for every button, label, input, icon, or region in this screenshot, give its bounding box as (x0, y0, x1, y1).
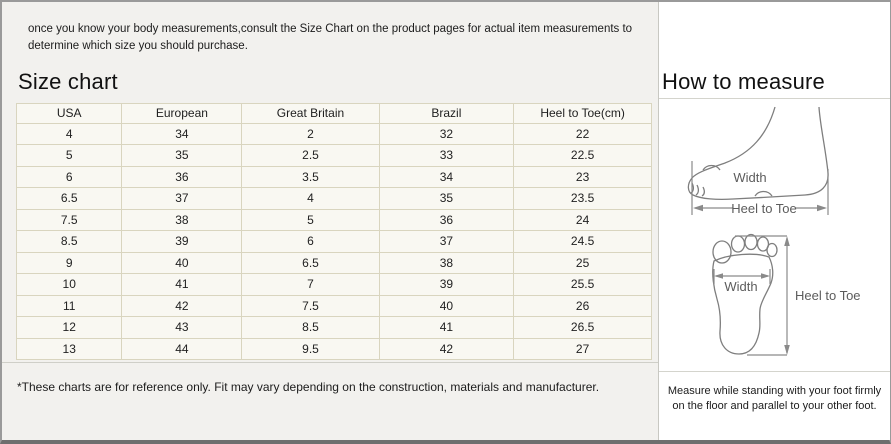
column-header: Heel to Toe(cm) (513, 102, 652, 124)
table-body: 4 34 2 32 22 5 35 2.5 33 22.5 6 36 3.5 34 23 6.5 37 4 35 23… (15, 122, 652, 360)
table-row: 9 40 6.5 38 25 (15, 251, 652, 274)
table-cell: 44 (121, 337, 243, 360)
table-cell: 7.5 (15, 208, 123, 231)
intro-text: once you know your body measurements,con… (28, 23, 633, 53)
table-cell: 9.5 (241, 337, 380, 360)
side-heel-to-toe-label: Heel to Toe (731, 201, 797, 216)
table-cell: 39 (378, 273, 515, 296)
foot-side-view-diagram: Width Heel to Toe (687, 106, 829, 216)
table-cell: 5 (15, 144, 123, 167)
table-cell: 10 (15, 273, 123, 296)
table-cell: 40 (121, 251, 243, 274)
table-cell: 2.5 (241, 144, 380, 167)
table-cell: 23 (513, 165, 652, 188)
table-row: 7.5 38 5 36 24 (15, 208, 652, 231)
table-cell: 42 (378, 337, 515, 360)
table-row: 4 34 2 32 22 (15, 122, 652, 145)
table-cell: 25.5 (513, 273, 652, 296)
how-to-measure-header: How to measure (659, 2, 890, 99)
size-chart-table: USA European Great Britain Brazil Heel to To… (15, 102, 652, 361)
sole-heel-to-toe-label: Heel to Toe (795, 288, 861, 303)
table-header-row: USA European Great Britain Brazil Heel to To… (15, 102, 652, 124)
table-cell: 5 (241, 208, 380, 231)
table-cell: 35 (121, 144, 243, 167)
table-cell: 42 (121, 294, 243, 317)
table-cell: 2 (241, 122, 380, 145)
table-cell: 37 (378, 230, 515, 253)
table-cell: 23.5 (513, 187, 652, 210)
sole-width-label: Width (724, 279, 757, 294)
table-cell: 4 (241, 187, 380, 210)
table-row: 6.5 37 4 35 23.5 (15, 187, 652, 210)
size-chart-section: once you know your body measurements,con… (2, 2, 658, 440)
table-cell: 6.5 (241, 251, 380, 274)
table-cell: 34 (378, 165, 515, 188)
table-row: 11 42 7.5 40 26 (15, 294, 652, 317)
table-cell: 22.5 (513, 144, 652, 167)
table-cell: 3.5 (241, 165, 380, 188)
table-cell: 34 (121, 122, 243, 145)
size-chart-title: Size chart (18, 68, 118, 94)
foot-sole-view-diagram: Width Heel to Toe (712, 233, 861, 356)
column-header: European (121, 102, 243, 124)
table-cell: 26 (513, 294, 652, 317)
table-cell: 33 (378, 144, 515, 167)
table-row: 12 43 8.5 41 26.5 (15, 316, 652, 339)
table-cell: 35 (378, 187, 515, 210)
table-cell: 36 (378, 208, 515, 231)
table-cell: 24.5 (513, 230, 652, 253)
table-cell: 13 (15, 337, 123, 360)
column-header: USA (15, 102, 123, 124)
table-cell: 6.5 (15, 187, 123, 210)
table-cell: 12 (15, 316, 123, 339)
table-cell: 37 (121, 187, 243, 210)
column-header: Brazil (378, 102, 515, 124)
table-row: 6 36 3.5 34 23 (15, 165, 652, 188)
how-to-measure-title: How to measure (662, 69, 825, 94)
measure-instructions: Measure while standing with your foot fi… (667, 385, 882, 413)
table-cell: 6 (15, 165, 123, 188)
table-cell: 39 (121, 230, 243, 253)
table-cell: 38 (121, 208, 243, 231)
table-cell: 32 (378, 122, 515, 145)
table-row: 13 44 9.5 42 27 (15, 337, 652, 360)
side-width-label: Width (733, 170, 766, 185)
table-cell: 40 (378, 294, 515, 317)
table-cell: 41 (121, 273, 243, 296)
table-cell: 8.5 (241, 316, 380, 339)
table-cell: 26.5 (513, 316, 652, 339)
table-cell: 27 (513, 337, 652, 360)
size-chart-footnote: *These charts are for reference only. Fi… (2, 362, 658, 440)
table-cell: 7 (241, 273, 380, 296)
table-cell: 24 (513, 208, 652, 231)
table-cell: 22 (513, 122, 652, 145)
column-header: Great Britain (241, 102, 380, 124)
how-to-measure-section: How to measure Width (658, 2, 890, 440)
table-cell: 43 (121, 316, 243, 339)
measure-diagrams: Width Heel to Toe (659, 99, 890, 372)
table-row: 8.5 39 6 37 24.5 (15, 230, 652, 253)
table-cell: 41 (378, 316, 515, 339)
table-row: 5 35 2.5 33 22.5 (15, 144, 652, 167)
table-cell: 4 (15, 122, 123, 145)
table-cell: 6 (241, 230, 380, 253)
table-row: 10 41 7 39 25.5 (15, 273, 652, 296)
table-cell: 25 (513, 251, 652, 274)
table-cell: 7.5 (241, 294, 380, 317)
table-cell: 9 (15, 251, 123, 274)
table-cell: 11 (15, 294, 123, 317)
table-cell: 38 (378, 251, 515, 274)
table-cell: 8.5 (15, 230, 123, 253)
table-cell: 36 (121, 165, 243, 188)
